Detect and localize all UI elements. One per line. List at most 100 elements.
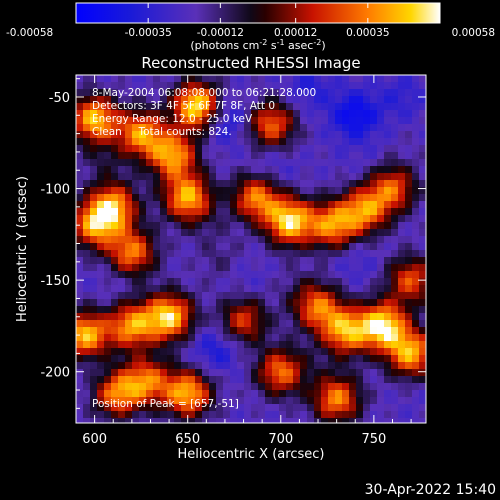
heatmap-cell xyxy=(265,110,273,118)
heatmap-cell xyxy=(405,348,413,356)
heatmap-cell xyxy=(97,110,105,118)
heatmap-cell xyxy=(321,264,329,272)
heatmap-cell xyxy=(258,173,266,181)
heatmap-cell xyxy=(153,194,161,202)
heatmap-cell xyxy=(328,383,336,391)
heatmap-cell xyxy=(342,278,350,286)
heatmap-cell xyxy=(90,320,98,328)
heatmap-cell xyxy=(307,278,315,286)
heatmap-cell xyxy=(118,145,126,153)
heatmap-cell xyxy=(188,369,196,377)
heatmap-cell xyxy=(286,390,294,398)
heatmap-cell xyxy=(370,117,378,125)
heatmap-cell xyxy=(209,271,217,279)
heatmap-cell xyxy=(307,292,315,300)
heatmap-cell xyxy=(335,369,343,377)
heatmap-cell xyxy=(146,110,154,118)
heatmap-cell xyxy=(398,320,406,328)
heatmap-cell xyxy=(321,215,329,223)
heatmap-cell xyxy=(286,117,294,125)
heatmap-cell xyxy=(153,390,161,398)
heatmap-cell xyxy=(412,82,420,90)
heatmap-cell xyxy=(111,208,119,216)
heatmap-cell xyxy=(188,348,196,356)
heatmap-cell xyxy=(118,348,126,356)
heatmap-cell xyxy=(174,166,182,174)
heatmap-cell xyxy=(223,180,231,188)
heatmap-cell xyxy=(223,299,231,307)
heatmap-cell xyxy=(384,418,392,424)
heatmap-cell xyxy=(195,180,203,188)
heatmap-cell xyxy=(104,187,112,195)
heatmap-cell xyxy=(118,103,126,111)
heatmap-cell xyxy=(244,404,252,412)
heatmap-cell xyxy=(314,383,322,391)
heatmap-cell xyxy=(412,383,420,391)
heatmap-cell xyxy=(391,355,399,363)
heatmap-cell xyxy=(237,418,245,424)
heatmap-cell xyxy=(90,362,98,370)
heatmap-cell xyxy=(76,355,84,363)
heatmap-cell xyxy=(237,124,245,132)
heatmap-cell xyxy=(111,355,119,363)
heatmap-cell xyxy=(146,257,154,265)
heatmap-cell xyxy=(258,250,266,258)
heatmap-cell xyxy=(279,110,287,118)
heatmap-cell xyxy=(188,145,196,153)
heatmap-cell xyxy=(391,292,399,300)
heatmap-cell xyxy=(300,306,308,314)
heatmap-cell xyxy=(300,250,308,258)
heatmap-cell xyxy=(349,313,357,321)
heatmap-cell xyxy=(419,89,427,97)
heatmap-cell xyxy=(335,131,343,139)
heatmap-cell xyxy=(160,243,168,251)
heatmap-cell xyxy=(307,306,315,314)
heatmap-cell xyxy=(419,306,427,314)
heatmap-cell xyxy=(167,299,175,307)
heatmap-cell xyxy=(230,257,238,265)
heatmap-cell xyxy=(174,229,182,237)
heatmap-cell xyxy=(321,257,329,265)
heatmap-cell xyxy=(328,348,336,356)
heatmap-cell xyxy=(153,236,161,244)
heatmap-cell xyxy=(384,124,392,132)
heatmap-cell xyxy=(209,418,217,424)
heatmap-cell xyxy=(195,215,203,223)
heatmap-cell xyxy=(125,166,133,174)
heatmap-cell xyxy=(342,299,350,307)
heatmap-cell xyxy=(195,96,203,104)
heatmap-cell xyxy=(251,201,259,209)
heatmap-cell xyxy=(293,89,301,97)
heatmap-cell xyxy=(181,166,189,174)
heatmap-cell xyxy=(153,89,161,97)
heatmap-cell xyxy=(419,131,427,139)
heatmap-cell xyxy=(223,131,231,139)
heatmap-cell xyxy=(363,166,371,174)
heatmap-cell xyxy=(195,369,203,377)
heatmap-cell xyxy=(160,355,168,363)
heatmap-cell xyxy=(174,390,182,398)
heatmap-cell xyxy=(111,138,119,146)
heatmap-cell xyxy=(244,313,252,321)
heatmap-cell xyxy=(230,355,238,363)
heatmap-cell xyxy=(391,96,399,104)
heatmap-cell xyxy=(146,264,154,272)
heatmap-cell xyxy=(83,299,91,307)
heatmap-cell xyxy=(412,390,420,398)
heatmap-cell xyxy=(307,201,315,209)
heatmap-cell xyxy=(265,355,273,363)
heatmap-cell xyxy=(279,166,287,174)
heatmap-cell xyxy=(209,411,217,419)
heatmap-cell xyxy=(419,390,427,398)
heatmap-cell xyxy=(300,369,308,377)
heatmap-cell xyxy=(328,166,336,174)
heatmap-cell xyxy=(216,82,224,90)
heatmap-cell xyxy=(111,124,119,132)
heatmap-cell xyxy=(251,397,259,405)
x-tick-label: 600 xyxy=(82,432,107,447)
heatmap-cell xyxy=(83,222,91,230)
heatmap-cell xyxy=(384,110,392,118)
x-tick-label: 750 xyxy=(361,432,386,447)
heatmap-cell xyxy=(279,292,287,300)
heatmap-cell xyxy=(104,404,112,412)
